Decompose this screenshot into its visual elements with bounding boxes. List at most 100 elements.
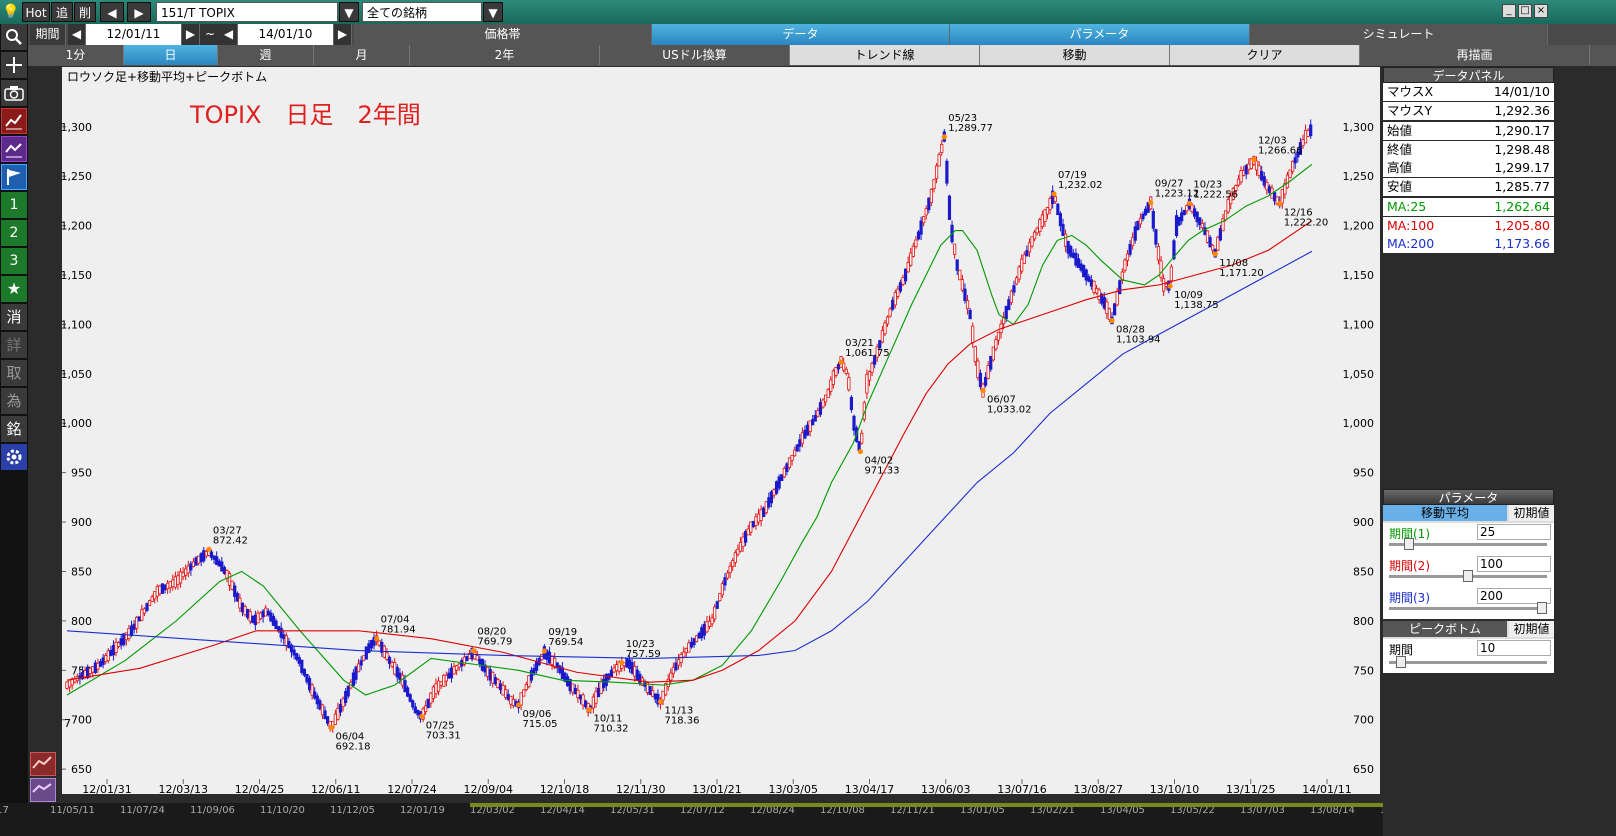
line-chart-icon[interactable] xyxy=(1,108,27,134)
detail-button[interactable]: 詳 xyxy=(1,332,27,358)
slider-knob[interactable] xyxy=(1537,602,1547,614)
prev-symbol-button[interactable]: ◀ xyxy=(100,2,124,22)
candle-body xyxy=(821,399,825,408)
trade-button[interactable]: 取 xyxy=(1,360,27,386)
candle-body xyxy=(756,513,761,523)
search-icon[interactable] xyxy=(1,24,27,50)
candle-body xyxy=(465,655,469,661)
data-key: 高値 xyxy=(1387,160,1413,175)
slider-knob[interactable] xyxy=(1463,570,1473,582)
pb-slider[interactable] xyxy=(1389,656,1547,668)
to-prev-button[interactable]: ◀ xyxy=(220,24,238,45)
tab-price-band[interactable]: 価格帯 xyxy=(354,24,652,45)
tab-1min[interactable]: 1分 xyxy=(28,45,124,65)
trend-line-button[interactable]: トレンド線 xyxy=(790,45,980,65)
hot-button[interactable]: Hot xyxy=(22,2,50,22)
p2-slider[interactable] xyxy=(1389,570,1547,582)
purple-mini-icon[interactable] xyxy=(30,778,56,802)
camera-icon[interactable] xyxy=(1,80,27,106)
fx-button[interactable]: 為 xyxy=(1,388,27,414)
candle-body xyxy=(878,340,882,349)
y-tick-label-right: 950 xyxy=(1353,467,1374,480)
peak-bottom-marker xyxy=(941,134,947,140)
candle-body xyxy=(274,620,278,630)
from-prev-button[interactable]: ◀ xyxy=(68,24,86,45)
candle-body xyxy=(240,602,245,613)
to-date-input[interactable]: 14/01/10 xyxy=(238,24,334,45)
tab-parameter[interactable]: パラメータ xyxy=(950,24,1250,45)
scroll-date-label: 11/12/05 xyxy=(330,805,375,816)
add-button[interactable]: 追 xyxy=(51,2,73,22)
from-date-input[interactable]: 12/01/11 xyxy=(86,24,182,45)
star-icon[interactable]: ★ xyxy=(1,276,27,302)
p3-slider[interactable] xyxy=(1389,602,1547,614)
candle-body xyxy=(891,299,895,310)
slider-knob[interactable] xyxy=(1403,538,1414,550)
peak-bottom-marker xyxy=(1109,317,1115,324)
flag-icon[interactable] xyxy=(1,164,27,190)
preset-3-button[interactable]: 3 xyxy=(1,248,27,274)
candle-body xyxy=(109,649,113,656)
chevron-down-icon[interactable]: ▼ xyxy=(483,2,503,22)
from-next-button[interactable]: ▶ xyxy=(182,24,200,45)
delete-button[interactable]: 削 xyxy=(74,2,96,22)
data-row: 安値 1,285.77 xyxy=(1383,177,1554,196)
x-tick-label: 13/06/03 xyxy=(921,783,970,794)
p3-input[interactable]: 200 xyxy=(1477,588,1551,604)
plus-icon[interactable] xyxy=(1,52,27,78)
preset-2-button[interactable]: 2 xyxy=(1,220,27,246)
clear-button[interactable]: クリア xyxy=(1170,45,1360,65)
p1-input[interactable]: 25 xyxy=(1477,524,1551,540)
minimize-button[interactable]: _ xyxy=(1502,4,1516,18)
tab-month[interactable]: 月 xyxy=(314,45,410,65)
candle-body xyxy=(865,373,869,394)
tab-day[interactable]: 日 xyxy=(124,45,218,65)
tab-data[interactable]: データ xyxy=(652,24,950,45)
candle-body xyxy=(653,693,657,700)
data-value: 1,262.64 xyxy=(1494,199,1550,214)
candle-body xyxy=(356,663,361,673)
candle-body xyxy=(983,376,988,386)
close-button[interactable]: × xyxy=(1534,4,1548,18)
bulb-icon[interactable]: 💡 xyxy=(2,4,20,20)
ma-reset-button[interactable]: 初期値 xyxy=(1509,505,1554,521)
scroll-selection-bar[interactable] xyxy=(470,803,1616,807)
y-tick-label: 1,050 xyxy=(62,368,92,381)
p1-slider[interactable] xyxy=(1389,538,1547,550)
symbol-input[interactable]: 151/T TOPIX xyxy=(156,2,338,22)
p2-input[interactable]: 100 xyxy=(1477,556,1551,572)
range-2y-button[interactable]: 2年 xyxy=(410,45,600,65)
param-header: パラメータ xyxy=(1383,489,1554,505)
maximize-button[interactable]: □ xyxy=(1518,4,1532,18)
candle-body xyxy=(509,695,513,705)
scroll-date-label: 11/17 xyxy=(0,805,9,816)
purple-chart-icon[interactable] xyxy=(1,136,27,162)
chart-mini-icon[interactable] xyxy=(30,752,56,776)
move-button[interactable]: 移動 xyxy=(980,45,1170,65)
to-next-button[interactable]: ▶ xyxy=(334,24,352,45)
candle-body xyxy=(697,632,701,639)
slider-knob[interactable] xyxy=(1396,656,1407,668)
peak-bottom-value: 1,033.02 xyxy=(987,405,1032,416)
tab-simulate[interactable]: シミュレート xyxy=(1250,24,1548,45)
pb-reset-button[interactable]: 初期値 xyxy=(1509,621,1554,637)
brand-button[interactable]: 銘 xyxy=(1,416,27,442)
filter-select[interactable]: 全ての銘柄 xyxy=(362,2,482,22)
scroll-date-label: 12/11/21 xyxy=(890,805,935,816)
candle-body xyxy=(101,657,105,665)
y-tick-label-right: 900 xyxy=(1353,516,1374,529)
chevron-down-icon[interactable]: ▼ xyxy=(339,2,359,22)
tab-week[interactable]: 週 xyxy=(218,45,314,65)
redraw-button[interactable]: 再描画 xyxy=(1360,45,1590,65)
candle-body xyxy=(1136,220,1140,231)
scroll-navigator[interactable]: 11/17 11/05/11 11/07/24 11/09/06 11/10/20 11/… xyxy=(0,803,1616,836)
gear-icon[interactable] xyxy=(1,444,27,470)
pb-input[interactable]: 10 xyxy=(1477,640,1551,656)
preset-1-button[interactable]: 1 xyxy=(1,192,27,218)
chart-area[interactable]: 650 650 700 700 750 750 800 800 850 850 900 900 950 9… xyxy=(62,67,1380,794)
usd-convert-button[interactable]: USドル換算 xyxy=(600,45,790,65)
candle-body xyxy=(297,657,301,664)
erase-button[interactable]: 消 xyxy=(1,304,27,330)
next-symbol-button[interactable]: ▶ xyxy=(127,2,151,22)
